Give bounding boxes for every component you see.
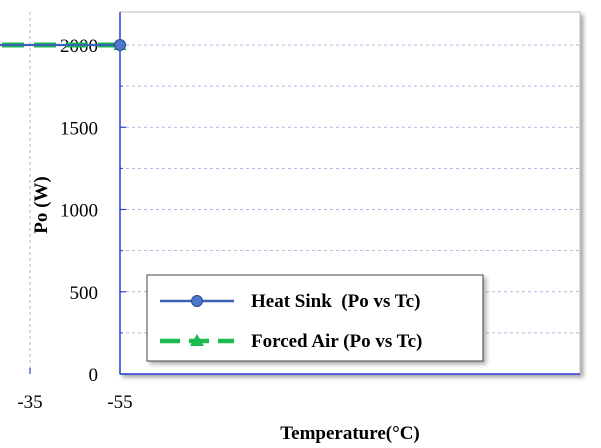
- legend-label-heat-sink: Heat Sink (Po vs Tc): [251, 291, 420, 312]
- point-heat-sink: [114, 39, 126, 51]
- legend: Heat Sink (Po vs Tc) Forced Air (Po vs T…: [146, 274, 484, 362]
- series-layer: [0, 38, 127, 51]
- legend-marker-heat-sink: [191, 295, 203, 307]
- legend-label-forced-air: Forced Air (Po vs Tc): [251, 331, 422, 352]
- x-tick-label: -35: [17, 392, 42, 413]
- y-tick-label: 1000: [60, 201, 98, 222]
- y-tick-label: 500: [70, 283, 99, 304]
- y-tick-label: 0: [89, 365, 99, 386]
- axis-ticks: -55-35-155254565851051250500100015002000: [17, 36, 132, 413]
- y-axis-title: Po (W): [31, 176, 52, 234]
- x-tick-label: -55: [107, 392, 132, 413]
- x-axis-title: Temperature(°C): [280, 423, 420, 444]
- y-tick-label: 1500: [60, 118, 98, 139]
- legend-marker-forced-air: [190, 334, 204, 346]
- legend-box: [146, 274, 484, 362]
